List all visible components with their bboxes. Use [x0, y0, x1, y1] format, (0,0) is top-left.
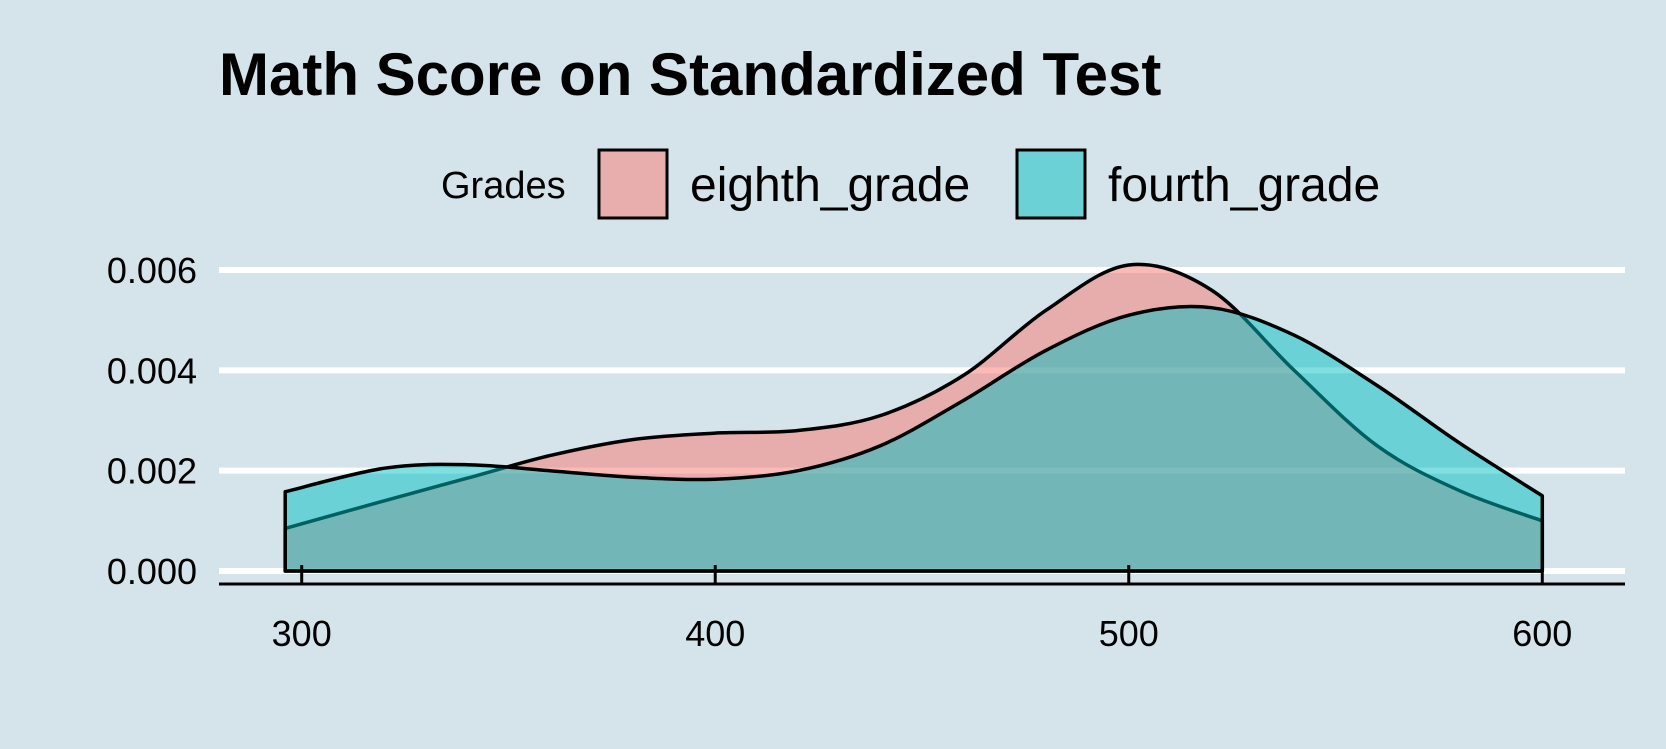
y-tick-label-0: 0.000: [107, 551, 197, 592]
axes: 0.000 0.002 0.004 0.006 300 400 500 600: [107, 250, 1625, 654]
density-area-fourth-grade: [283, 304, 1545, 573]
x-tick-label-1: 400: [685, 613, 745, 654]
legend-label-eighth-grade: eighth_grade: [690, 159, 970, 212]
x-tick-label-0: 300: [272, 613, 332, 654]
x-tick-label-3: 600: [1512, 613, 1572, 654]
y-tick-label-1: 0.002: [107, 451, 197, 492]
x-tick-label-2: 500: [1099, 613, 1159, 654]
density-areas: [283, 262, 1545, 573]
chart-title: Math Score on Standardized Test: [219, 41, 1161, 108]
legend-label-fourth-grade: fourth_grade: [1108, 159, 1380, 212]
legend-key-eighth-grade: [597, 148, 669, 220]
legend-title: Grades: [441, 165, 566, 207]
legend-key-fourth-grade: [1015, 148, 1087, 220]
y-tick-label-3: 0.006: [107, 250, 197, 291]
legend: Grades eighth_grade fourth_grade: [441, 148, 1380, 220]
y-tick-label-2: 0.004: [107, 350, 197, 391]
